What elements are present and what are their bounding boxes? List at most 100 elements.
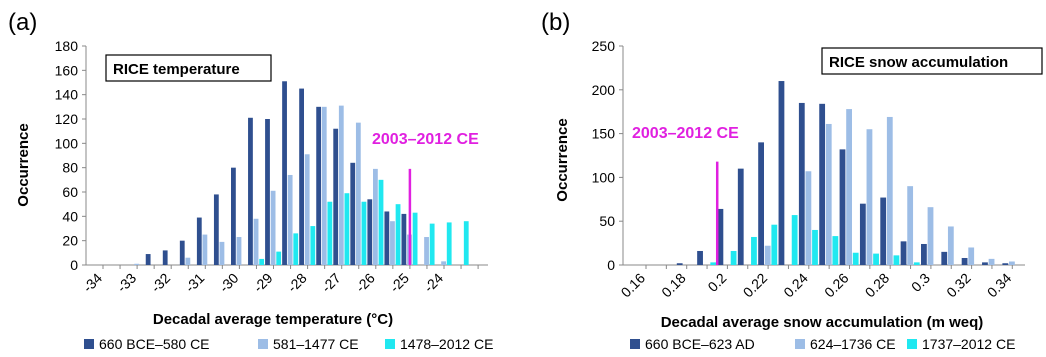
bar-b-s1	[941, 251, 948, 265]
y-tick-label-a: 180	[55, 38, 79, 54]
bar-b-s2	[968, 247, 975, 265]
bar-a-s1	[367, 199, 373, 265]
x-tick-label-b: 0.32	[943, 270, 974, 301]
bar-a-s1	[196, 217, 202, 265]
annotation-label-a: 2003–2012 CE	[372, 131, 479, 148]
bar-b-s1	[676, 263, 683, 265]
bar-a-s1	[282, 81, 287, 265]
bar-a-s3	[412, 212, 418, 265]
title-box-b	[821, 47, 1043, 75]
y-tick-label-a: 0	[70, 257, 78, 273]
bar-b-s2	[947, 226, 954, 265]
bar-b-s1	[737, 168, 744, 265]
bar-b-s3	[832, 236, 839, 265]
bar-a-s2	[424, 237, 429, 265]
x-tick-label-a: -31	[182, 270, 208, 296]
bar-b-s1	[798, 102, 805, 265]
legend-label-a3: 1478–2012 CE	[400, 336, 493, 352]
bar-b-s2	[764, 245, 771, 265]
y-tick-label-b: 200	[592, 82, 616, 98]
legend-label-b3: 1737–2012 CE	[922, 336, 1015, 352]
bar-b-s2	[866, 129, 873, 265]
x-tick-label-a: -33	[114, 270, 140, 296]
bar-a-s3	[344, 193, 350, 265]
bar-a-s1	[231, 167, 236, 265]
bar-a-s3	[446, 222, 452, 265]
x-tick-label-a: -28	[284, 270, 310, 296]
y-axis-label-b: Occurrence	[554, 118, 571, 201]
panel-a: (a) RICE temperature Occurrence Decadal …	[8, 9, 493, 352]
bar-b-s3	[771, 224, 778, 265]
bar-a-s1	[162, 250, 168, 265]
y-tick-label-b: 250	[592, 38, 616, 54]
bar-b-s1	[819, 103, 826, 265]
panel-b: (b) RICE snow accumulation Occurrence De…	[541, 9, 1043, 352]
bar-a-s2	[253, 218, 259, 265]
bar-b-s3	[751, 236, 757, 265]
x-tick-label-b: 0.3	[908, 270, 933, 295]
bar-b-s2	[825, 123, 832, 266]
y-tick-label-b: 50	[599, 213, 615, 229]
x-axis-label-a: Decadal average temperature (°C)	[153, 311, 393, 328]
plot-area-b: 0 50 100 150 200 250 0.16 0.18 0.2 0.22 0.24 0.26 0.…	[592, 38, 1025, 300]
bar-a-s1	[299, 88, 304, 265]
bar-b-s2	[846, 109, 852, 265]
bar-a-s2	[270, 190, 276, 265]
bar-a-s2	[287, 174, 293, 265]
bar-b-s1	[1002, 263, 1009, 265]
title-box-a	[105, 54, 272, 82]
legend-label-a1: 660 BCE–580 CE	[99, 336, 210, 352]
bar-a-s2	[202, 234, 208, 265]
bar-a-s3	[463, 221, 469, 265]
panel-label-b: (b)	[541, 9, 570, 36]
y-tick-label-a: 140	[55, 87, 79, 103]
y-tick-label-a: 60	[62, 184, 78, 200]
x-tick-label-b: 0.22	[740, 270, 771, 301]
bar-a-s2	[338, 105, 344, 266]
bar-a-s1	[265, 119, 270, 265]
bar-a-s3	[395, 204, 401, 265]
legend-label-b2: 624–1736 CE	[810, 336, 896, 352]
y-tick-label-b: 0	[607, 257, 615, 273]
bar-a-s3	[276, 251, 282, 265]
x-tick-label-a: -30	[216, 270, 242, 296]
y-tick-label-a: 160	[55, 62, 79, 78]
bar-a-s3	[293, 233, 299, 265]
bar-a-s3	[378, 179, 384, 265]
bar-b-s2	[907, 186, 914, 265]
x-tick-label-a: -34	[79, 270, 105, 296]
bar-b-s1	[900, 241, 907, 265]
bar-a-s3	[259, 258, 265, 265]
legend-swatch-a1	[84, 339, 94, 349]
bar-a-s2	[321, 106, 327, 265]
bar-b-s1	[961, 257, 968, 265]
bar-b-s3	[913, 262, 920, 265]
x-tick-label-a: -24	[420, 270, 446, 296]
bar-a-s1	[401, 213, 407, 265]
annotation-label-b: 2003–2012 CE	[632, 125, 739, 142]
bar-b-s3	[710, 262, 717, 265]
x-tick-label-a: -26	[352, 270, 378, 296]
bar-a-s1	[384, 211, 390, 265]
x-tick-label-a: -32	[148, 270, 174, 296]
legend-swatch-a2	[258, 339, 268, 349]
bar-a-s1	[333, 128, 339, 265]
bar-a-s3	[429, 223, 435, 265]
y-tick-label-a: 120	[55, 111, 79, 127]
x-tick-label-a: -27	[318, 270, 344, 296]
bar-a-s3	[310, 226, 316, 265]
legend-swatch-b3	[907, 339, 917, 349]
x-tick-label-b: 0.16	[618, 270, 649, 301]
bar-a-s2	[355, 122, 361, 266]
bar-a-s1	[316, 106, 322, 265]
bar-b-s3	[730, 250, 737, 265]
bar-b-s3	[812, 229, 818, 265]
bar-b-s3	[873, 253, 879, 265]
bar-a-s2	[390, 221, 395, 265]
legend-label-a2: 581–1477 CE	[273, 336, 359, 352]
chart-title-a: RICE temperature	[113, 61, 240, 78]
bar-a-s3	[361, 201, 367, 265]
y-tick-label-a: 20	[62, 233, 78, 249]
